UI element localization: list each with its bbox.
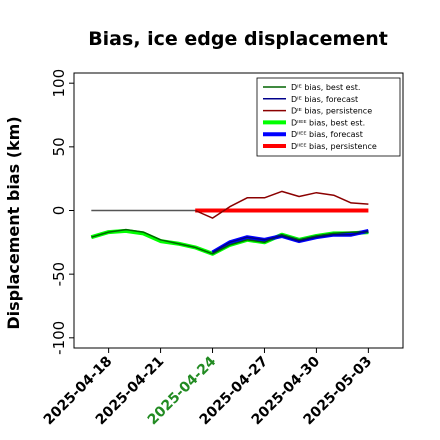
series-line-1 <box>91 228 369 255</box>
plot-frame <box>73 72 404 349</box>
y-tick-label: 100 <box>50 69 68 98</box>
y-tick-label: 50 <box>50 137 68 156</box>
y-tick-label: -100 <box>50 321 68 355</box>
legend-label: Dᴵᴱ bias, persistence <box>291 107 372 116</box>
y-tick-label: -50 <box>50 262 68 287</box>
chart-title: Bias, ice edge displacement <box>88 28 388 50</box>
series-line-3 <box>194 190 369 219</box>
legend-box <box>256 77 401 157</box>
legend-label: Dᴵᴵᴱᴱ bias, best est. <box>291 118 365 127</box>
series-line-2 <box>212 230 369 254</box>
legend-label: Dᴵᴵᴱᴱ bias, forecast <box>291 130 363 139</box>
legend-label: Dᴵᴱ bias, forecast <box>291 95 358 104</box>
y-tick-label: 0 <box>50 206 68 216</box>
legend-label: Dᴵᴵᴱᴱ bias, persistence <box>291 142 377 151</box>
y-axis-label: Displacement bias (km) <box>4 116 23 329</box>
legend-label: Dᴵᴱ bias, best est. <box>291 83 360 92</box>
